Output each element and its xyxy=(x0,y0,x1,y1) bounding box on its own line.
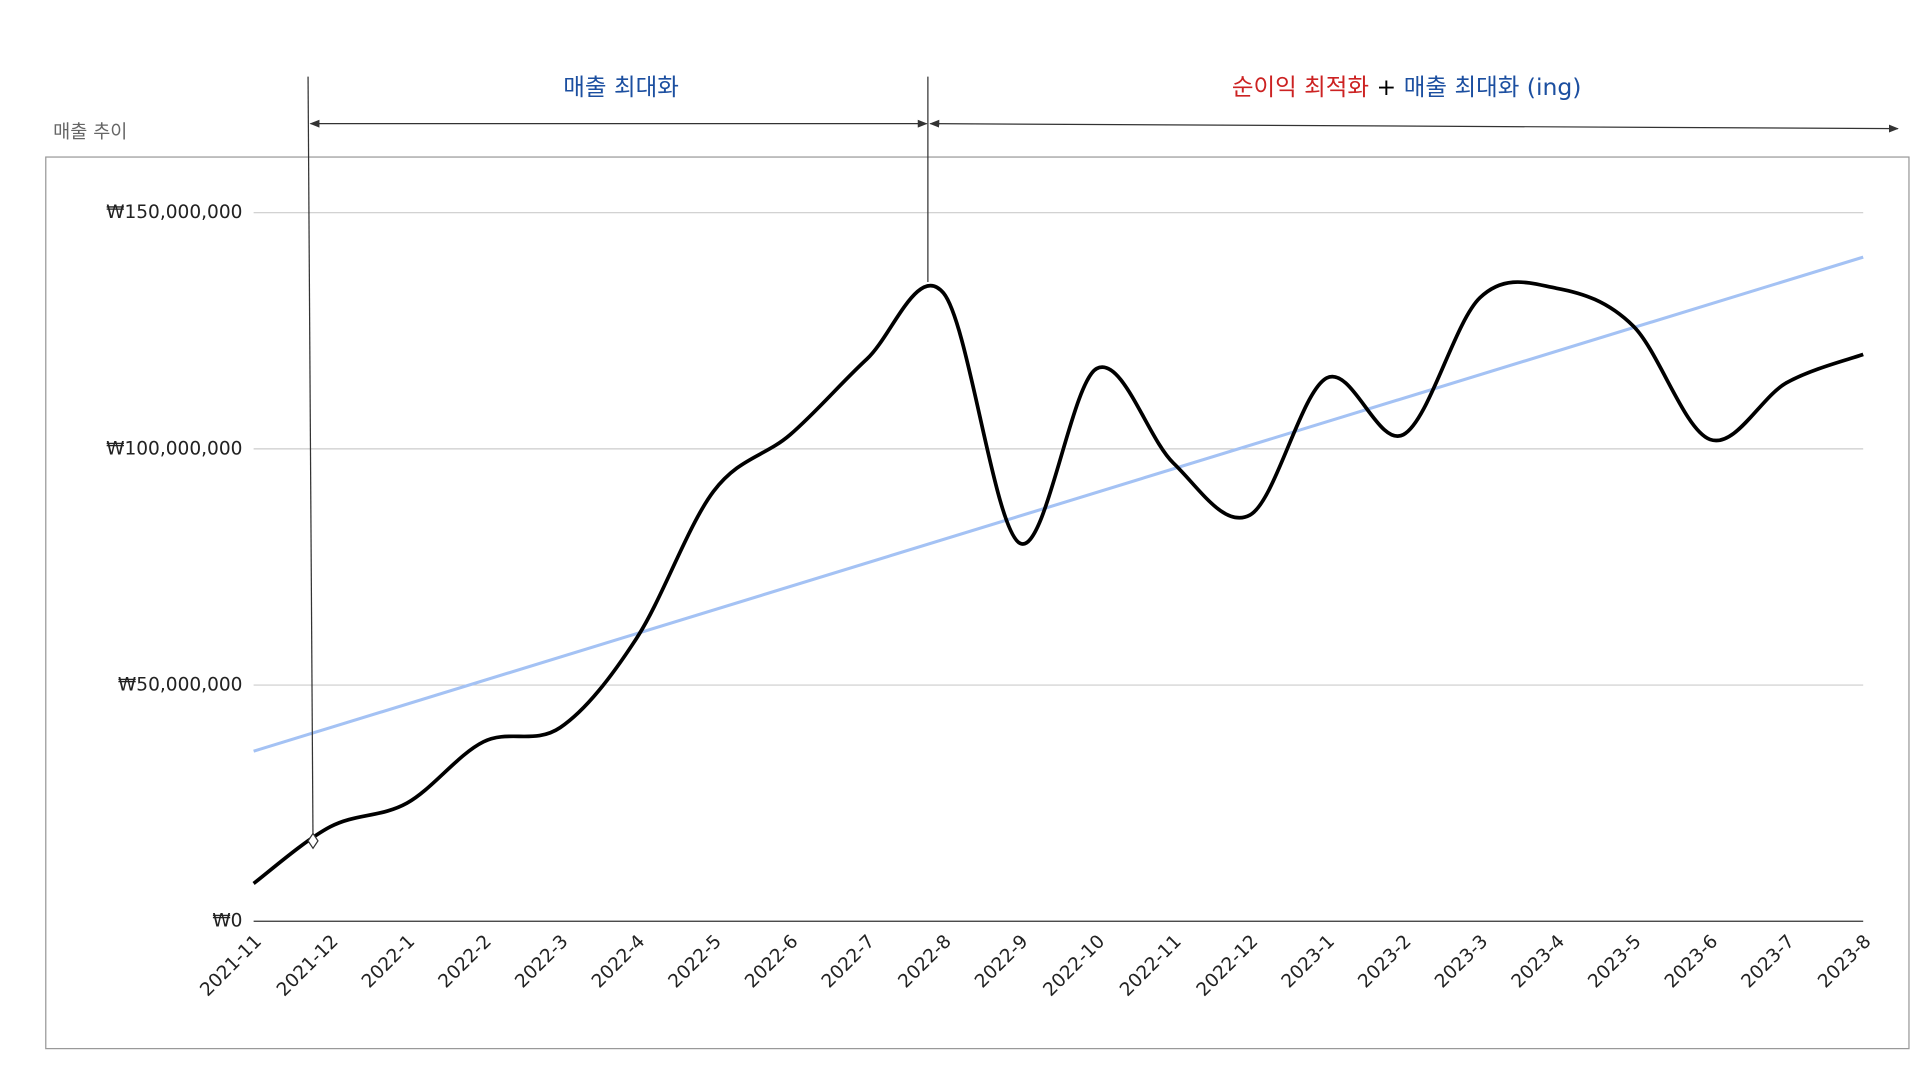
phase-label-part: + xyxy=(1369,72,1404,100)
x-tick-label: 2022-9 xyxy=(971,931,1032,992)
x-tick-label: 2022-4 xyxy=(588,931,649,992)
x-tick-label: 2022-11 xyxy=(1116,931,1186,1001)
phase-label-part: 매출 최대화 xyxy=(563,72,679,100)
x-tick-label: 2022-12 xyxy=(1193,931,1263,1001)
y-tick-label: ₩50,000,000 xyxy=(118,675,243,696)
phase-divider xyxy=(307,76,314,841)
x-tick-label: 2021-12 xyxy=(273,931,343,1001)
x-tick-label: 2022-6 xyxy=(741,931,802,992)
phase-marker xyxy=(307,832,319,850)
x-tick-label: 2023-1 xyxy=(1278,931,1339,992)
x-tick-label: 2022-8 xyxy=(894,931,955,992)
x-tick-label: 2022-7 xyxy=(818,931,879,992)
chart-title: 매출 추이 xyxy=(53,122,127,143)
x-tick-label: 2022-3 xyxy=(511,931,572,992)
x-tick-label: 2022-1 xyxy=(358,931,419,992)
x-tick-label: 2022-5 xyxy=(665,931,726,992)
phase-arrow xyxy=(929,119,1899,133)
phase-label-part: 순이익 최적화 xyxy=(1232,72,1369,100)
phase-label: 순이익 최적화 + 매출 최대화 (ing) xyxy=(1232,72,1582,100)
x-tick-label: 2023-5 xyxy=(1584,931,1645,992)
trendline xyxy=(253,255,1864,753)
x-tick-label: 2023-3 xyxy=(1431,931,1492,992)
x-tick-label: 2022-10 xyxy=(1039,931,1109,1001)
x-tick-label: 2023-2 xyxy=(1354,931,1415,992)
chart-frame xyxy=(45,156,1910,1050)
x-tick-label: 2022-2 xyxy=(435,931,496,992)
x-tick-label: 2023-4 xyxy=(1508,931,1569,992)
phase-label: 매출 최대화 xyxy=(563,72,679,100)
y-tick-label: ₩0 xyxy=(212,911,242,932)
x-tick-label: 2023-6 xyxy=(1661,931,1722,992)
x-tick-label: 2023-8 xyxy=(1814,931,1875,992)
series-line xyxy=(252,280,1864,885)
x-tick-label: 2023-7 xyxy=(1738,931,1799,992)
phase-label-part: 매출 최대화 (ing) xyxy=(1404,72,1582,100)
y-tick-label: ₩150,000,000 xyxy=(106,202,242,223)
x-tick-label: 2021-11 xyxy=(196,931,266,1001)
y-tick-label: ₩100,000,000 xyxy=(106,438,242,459)
